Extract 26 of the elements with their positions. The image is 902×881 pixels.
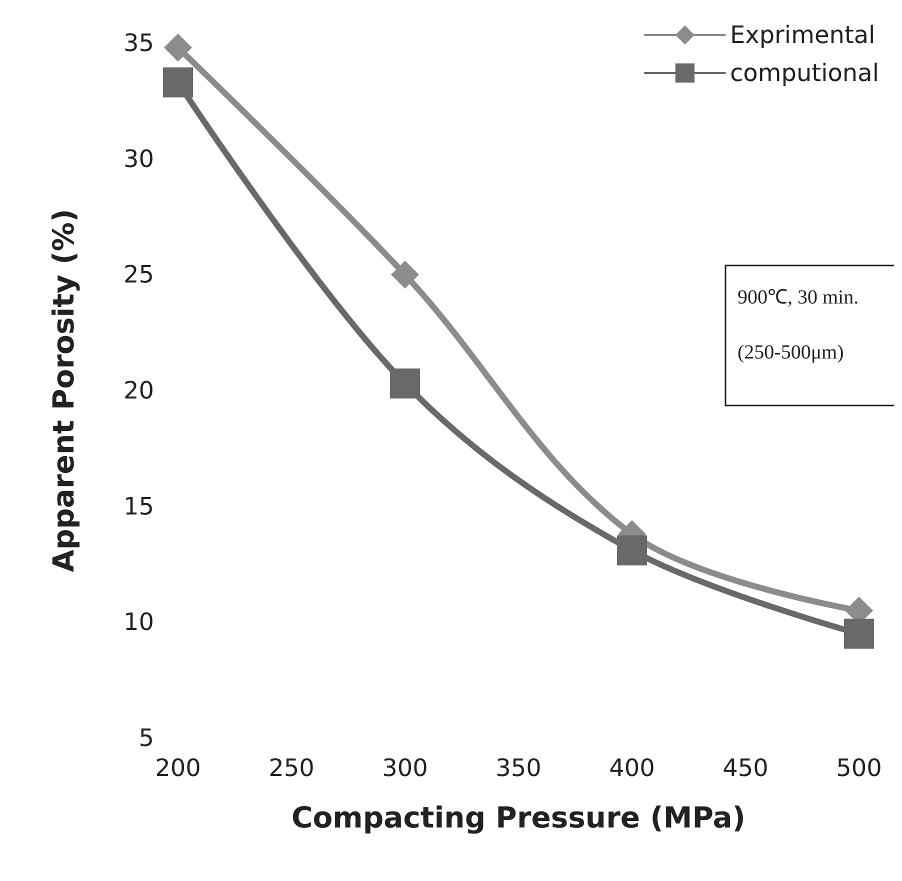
y-tick-label: 35 [123,29,154,57]
y-tick-label: 30 [123,144,154,173]
point [391,260,419,289]
x-axis-title: Compacting Pressure (MPa) [291,800,746,834]
point [844,618,874,649]
y-tick-label: 25 [123,260,154,289]
x-tick-label: 500 [836,754,882,782]
x-tick-label: 350 [496,754,542,782]
point [163,67,193,98]
legend-label: computional [730,59,880,87]
y-tick-label: 10 [123,608,154,636]
x-tick-label: 300 [382,754,428,782]
y-tick-label: 15 [123,492,154,520]
point [390,368,420,399]
annotation: (250-500μm) [738,342,844,364]
x-tick-label: 250 [268,754,314,782]
y-tick-label: 5 [138,724,154,752]
y-axis-title: Apparent Porosity (%) [46,208,80,572]
annotation: 900℃, 30 min. [738,286,859,308]
point [617,535,647,566]
y-tick-label: 20 [123,376,154,404]
x-tick-label: 400 [609,754,655,782]
legend-label: Exprimental [730,21,876,49]
point [164,34,192,62]
x-tick-label: 200 [155,754,201,782]
x-tick-label: 450 [722,754,768,782]
